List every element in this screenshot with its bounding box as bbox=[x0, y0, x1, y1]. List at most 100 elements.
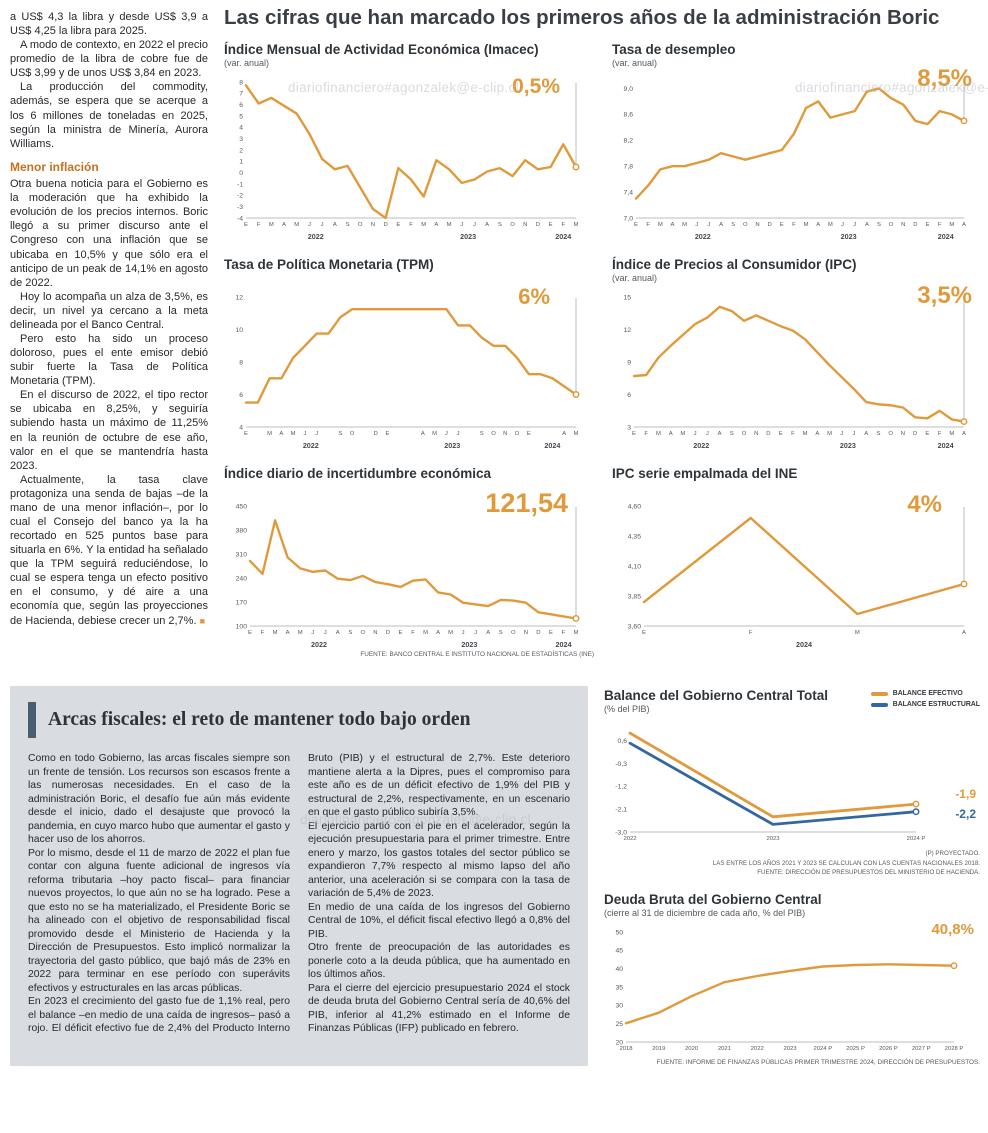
chart-callout-efectivo: -1,9 bbox=[955, 787, 976, 801]
svg-text:2024: 2024 bbox=[555, 232, 571, 241]
svg-text:F: F bbox=[261, 630, 265, 636]
svg-text:20: 20 bbox=[615, 1039, 623, 1046]
svg-text:A: A bbox=[962, 431, 966, 437]
svg-text:N: N bbox=[373, 630, 377, 636]
svg-text:A: A bbox=[436, 630, 440, 636]
svg-text:10: 10 bbox=[235, 327, 243, 334]
legend-item-efectivo: BALANCE EFECTIVO bbox=[870, 690, 980, 697]
svg-text:N: N bbox=[755, 222, 759, 228]
svg-text:12: 12 bbox=[235, 294, 243, 301]
svg-text:D: D bbox=[515, 431, 519, 437]
svg-text:D: D bbox=[913, 222, 917, 228]
svg-text:A: A bbox=[962, 222, 966, 228]
main-title: Las cifras que han marcado los primeros … bbox=[224, 6, 940, 29]
svg-text:F: F bbox=[749, 630, 753, 636]
svg-text:M: M bbox=[656, 431, 661, 437]
chart-grid: Índice Mensual de Actividad Económica (I… bbox=[224, 42, 982, 658]
fiscal-paragraph: En 2023 el crecimiento del gasto fue de … bbox=[28, 753, 570, 1035]
incertidumbre-line-chart: 450 380 310 240 170 100 E F M A M J J A S O N D E F M A M J J A S O… bbox=[224, 497, 594, 649]
svg-text:E: E bbox=[632, 431, 636, 437]
svg-text:2021: 2021 bbox=[718, 1046, 731, 1052]
chart-callout: 3,5% bbox=[917, 282, 972, 309]
svg-text:F: F bbox=[791, 431, 795, 437]
svg-text:E: E bbox=[642, 630, 646, 636]
svg-text:A: A bbox=[434, 222, 438, 228]
plot-wrap: 12 10 8 6 4 E M A M J J S O D E A M J J S O N D E A M 2022 2023 2024… bbox=[224, 284, 594, 450]
svg-text:-2,1: -2,1 bbox=[615, 806, 627, 813]
svg-text:J: J bbox=[303, 431, 306, 437]
article-paragraph: En el discurso de 2022, el tipo rector s… bbox=[10, 389, 208, 472]
svg-text:N: N bbox=[754, 431, 758, 437]
svg-text:N: N bbox=[524, 630, 528, 636]
plot-wrap: 15 12 9 6 3 E F M A M J J A S O N D E F M A M J J A S O N D E F M A 2022 2… bbox=[612, 282, 982, 450]
chart-imacec: Índice Mensual de Actividad Económica (I… bbox=[224, 42, 594, 241]
svg-text:J: J bbox=[474, 630, 477, 636]
chart-notes: (P) PROYECTADO. LAS ENTRE LOS AÑOS 2021 … bbox=[604, 849, 980, 878]
plot-wrap: 9,0 8,6 8,2 7,8 7,4 7,0 E F M A M J J A S O N D E F M A M J J A S O… bbox=[612, 65, 982, 241]
svg-text:M: M bbox=[432, 431, 437, 437]
svg-text:O: O bbox=[889, 222, 894, 228]
svg-text:E: E bbox=[396, 222, 400, 228]
svg-text:-3: -3 bbox=[237, 204, 243, 211]
svg-text:4: 4 bbox=[239, 125, 243, 132]
svg-text:7: 7 bbox=[239, 91, 243, 98]
svg-text:E: E bbox=[244, 431, 248, 437]
svg-text:S: S bbox=[480, 431, 484, 437]
svg-text:A: A bbox=[282, 222, 286, 228]
svg-text:40: 40 bbox=[615, 966, 623, 973]
svg-text:E: E bbox=[244, 222, 248, 228]
svg-text:M: M bbox=[680, 431, 685, 437]
chart-subtitle: (var. anual) bbox=[612, 58, 658, 68]
svg-text:M: M bbox=[273, 630, 278, 636]
svg-text:J: J bbox=[840, 431, 843, 437]
svg-text:N: N bbox=[523, 222, 527, 228]
svg-text:A: A bbox=[719, 222, 723, 228]
svg-text:1: 1 bbox=[239, 159, 243, 166]
svg-text:S: S bbox=[498, 222, 502, 228]
svg-text:D: D bbox=[913, 431, 917, 437]
svg-text:M: M bbox=[855, 630, 860, 636]
chart-title: Índice de Precios al Consumidor (IPC) bbox=[612, 257, 857, 272]
svg-text:J: J bbox=[853, 431, 856, 437]
svg-text:2024: 2024 bbox=[938, 232, 954, 241]
svg-text:F: F bbox=[562, 222, 566, 228]
svg-text:2024: 2024 bbox=[544, 441, 560, 450]
svg-text:J: J bbox=[694, 431, 697, 437]
chart-callout: 0,5% bbox=[512, 75, 560, 98]
svg-text:9: 9 bbox=[627, 359, 631, 366]
bottom-charts-column: Balance del Gobierno Central Total (% de… bbox=[604, 686, 980, 1066]
fiscal-paragraph: Por lo mismo, desde el 11 de marzo de 20… bbox=[28, 847, 290, 994]
bottom-section: Arcas fiscales: el reto de mantener todo… bbox=[0, 686, 988, 1076]
svg-text:J: J bbox=[308, 222, 311, 228]
svg-text:M: M bbox=[447, 222, 452, 228]
svg-text:N: N bbox=[901, 222, 905, 228]
svg-text:-0,3: -0,3 bbox=[615, 761, 627, 768]
fiscal-paragraph: En medio de una caída de los ingresos de… bbox=[308, 901, 570, 940]
svg-text:A: A bbox=[562, 431, 566, 437]
fiscal-paragraph: El ejercicio partió con el pie en el ace… bbox=[308, 820, 570, 900]
svg-text:E: E bbox=[925, 431, 929, 437]
svg-text:F: F bbox=[938, 431, 942, 437]
fiscal-headline: Arcas fiscales: el reto de mantener todo… bbox=[48, 709, 471, 730]
svg-text:S: S bbox=[499, 630, 503, 636]
chart-ipc-ine: IPC serie empalmada del INE 4,60 4,35 4,10… bbox=[612, 466, 982, 658]
svg-text:A: A bbox=[962, 630, 966, 636]
svg-text:A: A bbox=[718, 431, 722, 437]
svg-text:M: M bbox=[448, 630, 453, 636]
chart-subtitle: (var. anual) bbox=[612, 273, 658, 283]
svg-text:M: M bbox=[574, 630, 579, 636]
ipc-line-chart: 15 12 9 6 3 E F M A M J J A S O N D E F M A M J J A S O N D E F M A 2022 2… bbox=[612, 288, 982, 450]
chart-source: FUENTE: INFORME DE FINANZAS PÚBLICAS PRI… bbox=[656, 1058, 980, 1066]
svg-text:2023: 2023 bbox=[783, 1046, 797, 1052]
svg-text:F: F bbox=[792, 222, 796, 228]
subhead-menor-inflacion: Menor inflación bbox=[10, 159, 99, 174]
svg-text:J: J bbox=[707, 222, 710, 228]
svg-text:2019: 2019 bbox=[652, 1046, 665, 1052]
svg-text:5: 5 bbox=[239, 113, 243, 120]
deuda-line-chart: 50 45 40 35 30 25 20 2018 2019 2020 2021 2022 2023 20… bbox=[604, 923, 980, 1057]
plot-wrap: 450 380 310 240 170 100 E F M A M J J A S O N D E F M A M J J A S O… bbox=[224, 488, 594, 649]
svg-text:J: J bbox=[445, 431, 448, 437]
chart-source: FUENTE: BANCO CENTRAL E INSTITUTO NACION… bbox=[360, 651, 594, 658]
svg-text:M: M bbox=[267, 431, 272, 437]
